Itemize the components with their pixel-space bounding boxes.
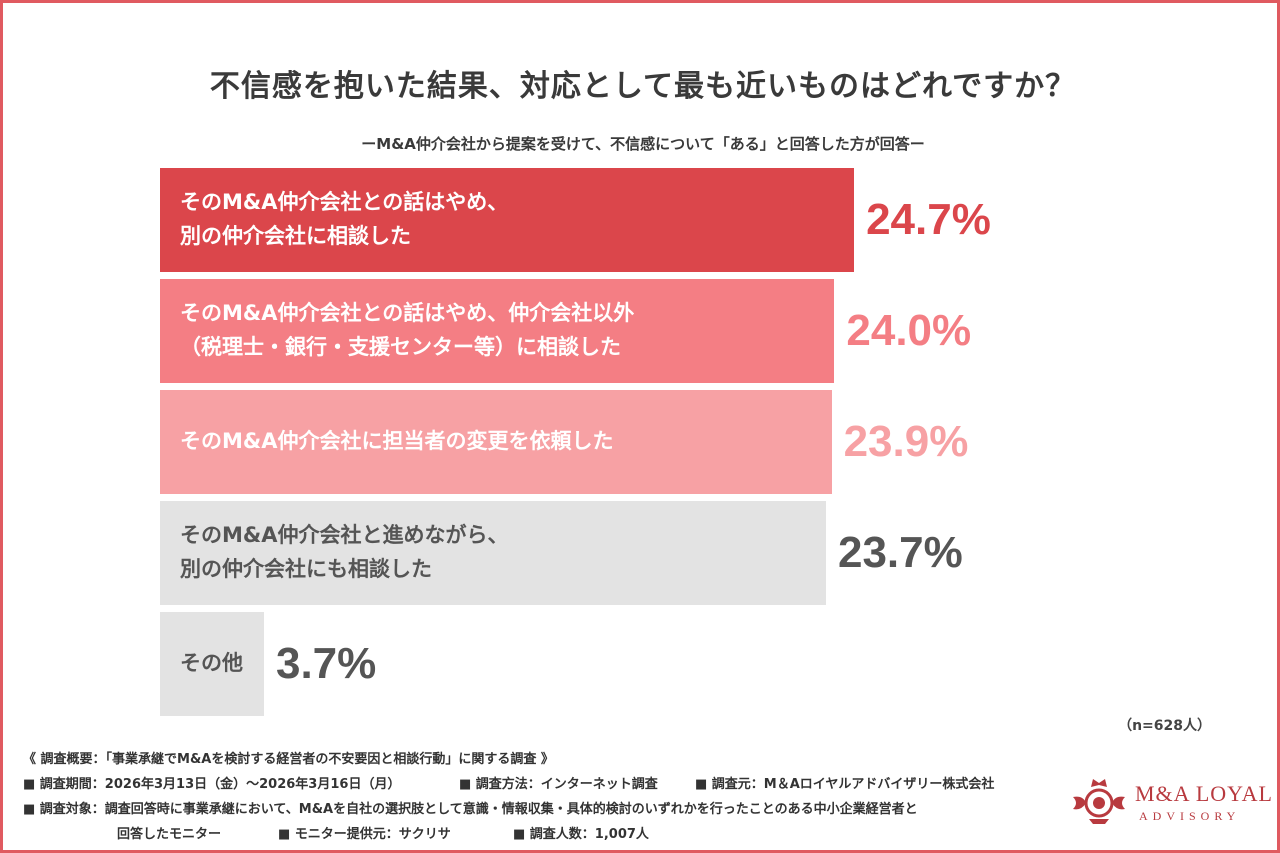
- note-target-cont: 回答したモニター: [117, 827, 222, 842]
- value-label-1: 24.7%: [866, 195, 991, 244]
- value-label-5: 3.7%: [275, 639, 377, 688]
- bar-label-4: そのM&A仲介会社と進めながら、 別の仲介会社にも相談した: [180, 523, 509, 581]
- bar-label-2: そのM&A仲介会社との話はやめ、仲介会社以外 （税理士・銀行・支援センター等）に…: [180, 301, 635, 359]
- company-logo: M&A LOYAL ADVISORY: [1069, 775, 1272, 831]
- bar-2: そのM&A仲介会社との話はやめ、仲介会社以外 （税理士・銀行・支援センター等）に…: [160, 279, 835, 383]
- note-method: ■ 調査方法：インターネット調査: [459, 777, 658, 792]
- chart-subtitle: ーM&A仲介会社から提案を受けて、不信感について「ある」と回答した方が回答ー: [361, 135, 925, 153]
- bar-5: その他: [160, 612, 264, 716]
- chart-title: 不信感を抱いた結果、対応として最も近いものはどれですか？: [209, 69, 1077, 104]
- bar-1: そのM&A仲介会社との話はやめ、 別の仲介会社に相談した: [160, 168, 855, 272]
- bar-4: そのM&A仲介会社と進めながら、 別の仲介会社にも相談した: [160, 501, 826, 605]
- bar-label-3: そのM&A仲介会社に担当者の変更を依頼した: [180, 429, 614, 454]
- bar-label-1: そのM&A仲介会社との話はやめ、 別の仲介会社に相談した: [180, 190, 509, 248]
- value-label-4: 23.7%: [837, 528, 963, 577]
- note-target: ■ 調査対象：調査回答時に事業承継において、M&Aを自社の選択肢として意識・情報…: [23, 802, 918, 817]
- note-provider: ■ モニター提供元：サクリサ: [278, 827, 451, 842]
- bar-label-5: その他: [180, 651, 243, 676]
- value-label-2: 24.0%: [846, 306, 972, 355]
- note-period: ■ 調査期間：2026年3月13日（金）〜2026年3月16日（月）: [23, 777, 401, 792]
- sample-size: （n=628人）: [1118, 718, 1211, 734]
- note-count: ■ 調査人数：1,007人: [513, 827, 649, 842]
- logo-subtitle: ADVISORY: [1139, 809, 1241, 823]
- crest-icon: [1073, 779, 1125, 824]
- note-organizer: ■ 調査元：M＆Aロイヤルアドバイザリー株式会社: [695, 777, 995, 792]
- logo-name: M&A LOYAL: [1135, 781, 1273, 806]
- bar-3: そのM&A仲介会社に担当者の変更を依頼した: [160, 390, 832, 494]
- value-label-3: 23.9%: [843, 417, 969, 466]
- note-summary: 《 調査概要：「事業承継でM&Aを検討する経営者の不安要因と相談行動」に関する調…: [23, 752, 554, 767]
